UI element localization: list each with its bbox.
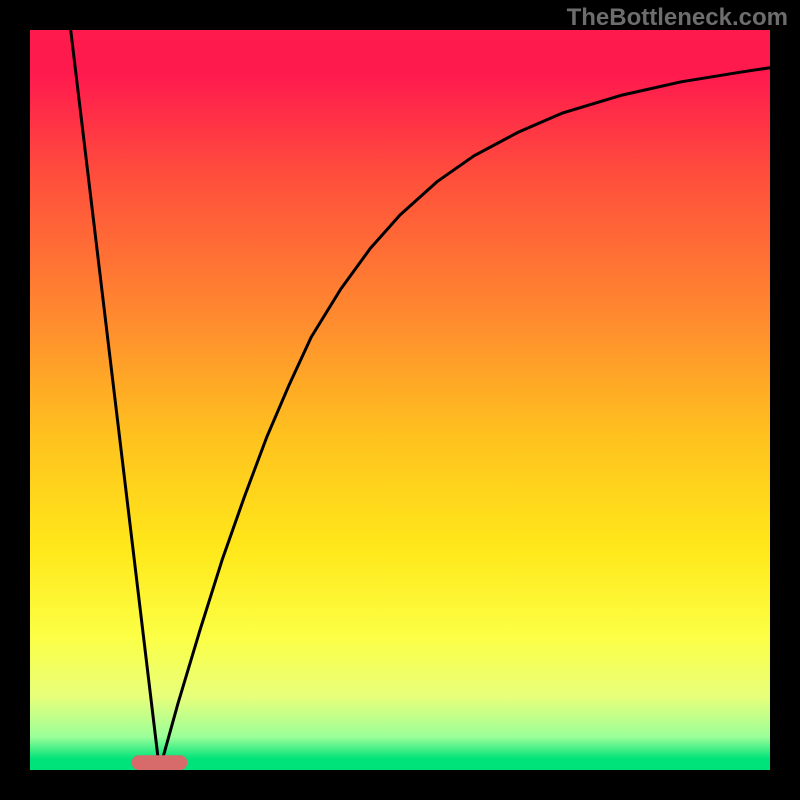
chart-container: TheBottleneck.com xyxy=(0,0,800,800)
bottleneck-chart xyxy=(0,0,800,800)
watermark-text: TheBottleneck.com xyxy=(567,4,788,32)
